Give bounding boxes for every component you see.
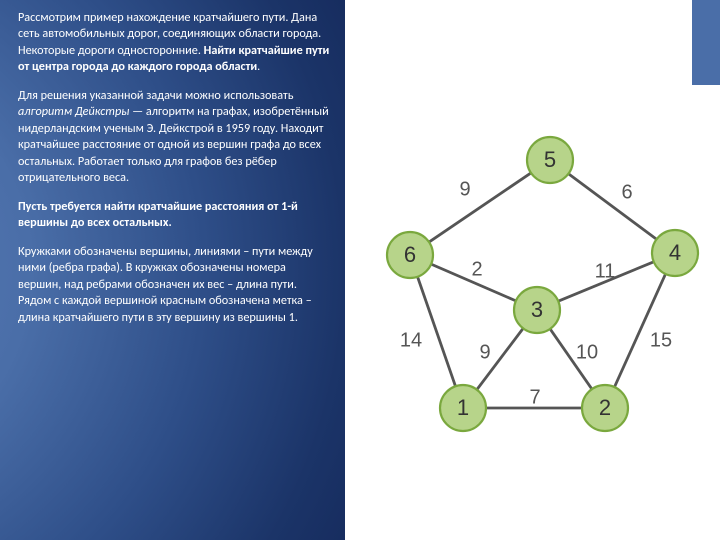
edge-weight: 9 [479,341,490,363]
edge-weight: 7 [529,386,540,408]
edge-weight: 11 [595,260,616,282]
edge-weight: 15 [650,329,672,351]
node-label: 1 [457,395,469,420]
p1-period: . [257,59,260,74]
edge-weight: 9 [459,178,470,200]
text-panel: Рассмотрим пример нахождение кратчайшего… [0,0,345,540]
corner-accent [692,0,720,85]
edge-weight: 10 [576,341,598,363]
paragraph-4: Кружками обозначены вершины, линиями – п… [18,244,331,326]
node-label: 4 [669,240,681,265]
edge-weight: 2 [471,258,482,280]
p2-italic: алгоритм Дейкстры [18,104,129,119]
edge-weight: 6 [621,181,632,203]
node-label: 3 [531,297,543,322]
paragraph-3: Пусть требуется найти кратчайшие расстоя… [18,199,331,232]
paragraph-2: Для решения указанной задачи можно испол… [18,88,331,187]
node-label: 5 [544,147,556,172]
graph-diagram: 7914101511269123456 [365,115,705,455]
graph-edge [429,173,531,242]
node-label: 2 [599,395,611,420]
node-label: 6 [404,242,416,267]
graph-edge [568,174,656,240]
p2-intro: Для решения указанной задачи можно испол… [18,88,294,103]
graph-edge [418,277,456,387]
paragraph-1: Рассмотрим пример нахождение кратчайшего… [18,10,331,76]
diagram-panel: 7914101511269123456 [345,0,720,540]
edge-weight: 14 [400,329,422,351]
